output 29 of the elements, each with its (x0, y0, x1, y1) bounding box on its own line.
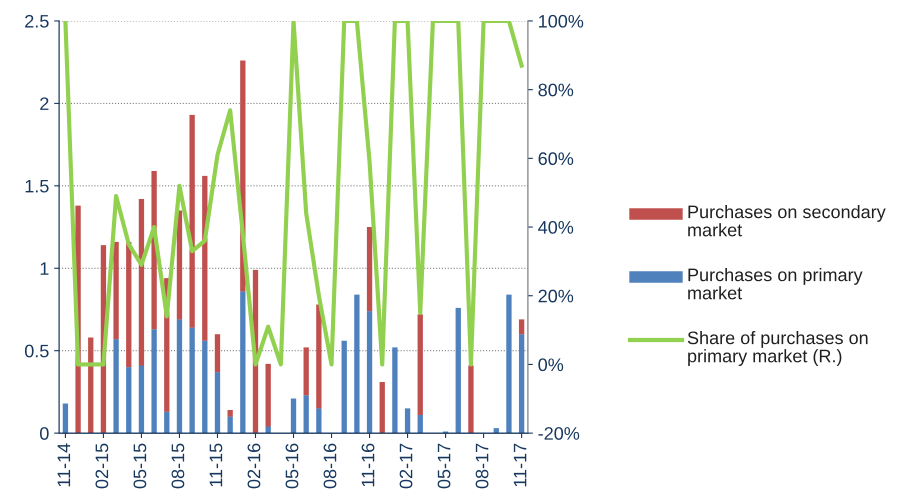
y2-tick-label: -20% (538, 427, 580, 440)
legend-label: Share of purchases on primary market (R.) (688, 331, 868, 366)
y2-tick-label: 60% (538, 152, 574, 166)
y2-tick-label: 80% (538, 84, 574, 96)
y-tick-label: 1.5 (26, 180, 49, 193)
y2-tick-label: 0% (538, 358, 564, 372)
y-tick-label: 2 (40, 97, 48, 110)
x-tick-label: 11-15 (210, 444, 222, 486)
x-tick-label: 08-17 (476, 444, 488, 488)
legend-label: Purchases on primary market (688, 268, 863, 300)
x-tick-label: 11-17 (514, 444, 526, 486)
y2-tick-label: 40% (538, 220, 574, 234)
x-tick-label: 11-14 (58, 443, 70, 486)
y-tick-label: 0.5 (24, 344, 49, 358)
x-tick-label: 02-15 (95, 444, 108, 488)
x-tick-label: 02-17 (400, 444, 412, 488)
y2-tick-label: 100% (539, 14, 584, 28)
legend-label: Purchases on secondary market (688, 205, 886, 236)
x-tick-label: 05-17 (438, 444, 450, 488)
y-tick-label: 1 (40, 262, 48, 275)
y2-tick-label: 20% (538, 290, 574, 302)
x-tick-label: 05-15 (134, 444, 146, 488)
y-tick-label: 2.5 (25, 14, 49, 28)
x-tick-label: 02-16 (248, 444, 260, 488)
x-tick-label: 05-16 (286, 444, 298, 488)
y-tick-label: 0 (40, 427, 49, 440)
x-tick-label: 08-15 (172, 444, 184, 488)
x-tick-label: 11-16 (362, 444, 374, 486)
x-tick-label: 08-16 (324, 444, 336, 488)
